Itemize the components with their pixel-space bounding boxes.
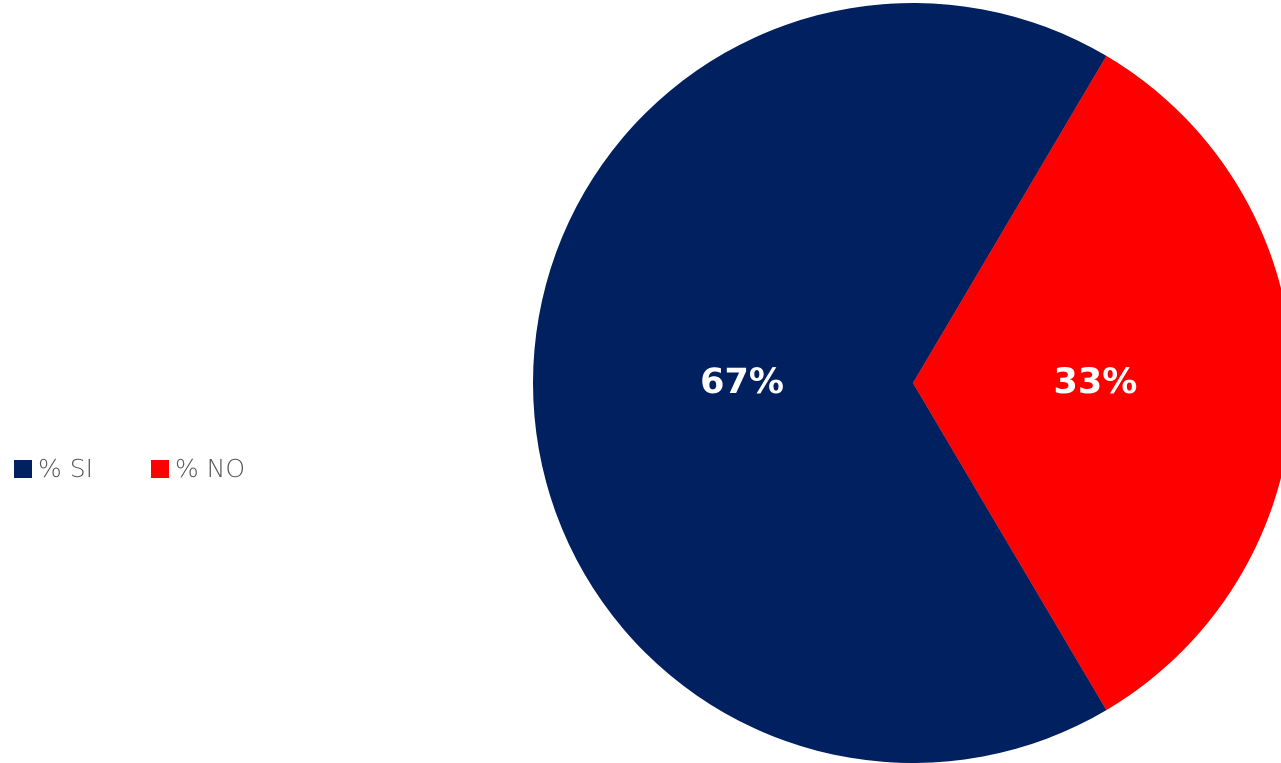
legend-swatch-no: [150, 459, 169, 478]
legend-label-no: % NO: [174, 454, 246, 483]
legend-entry-no: % NO: [150, 454, 246, 483]
legend-label-si: % SI: [38, 454, 93, 483]
chart-legend: % SI % NO: [14, 454, 245, 483]
pie-slice-no: [913, 55, 1281, 711]
legend-swatch-si: [14, 459, 32, 478]
data-label-no: 33%: [1054, 362, 1138, 402]
data-label-si: 67%: [700, 362, 784, 402]
pie-slice-si: [533, 3, 1107, 763]
legend-entry-si: % SI: [14, 454, 93, 483]
